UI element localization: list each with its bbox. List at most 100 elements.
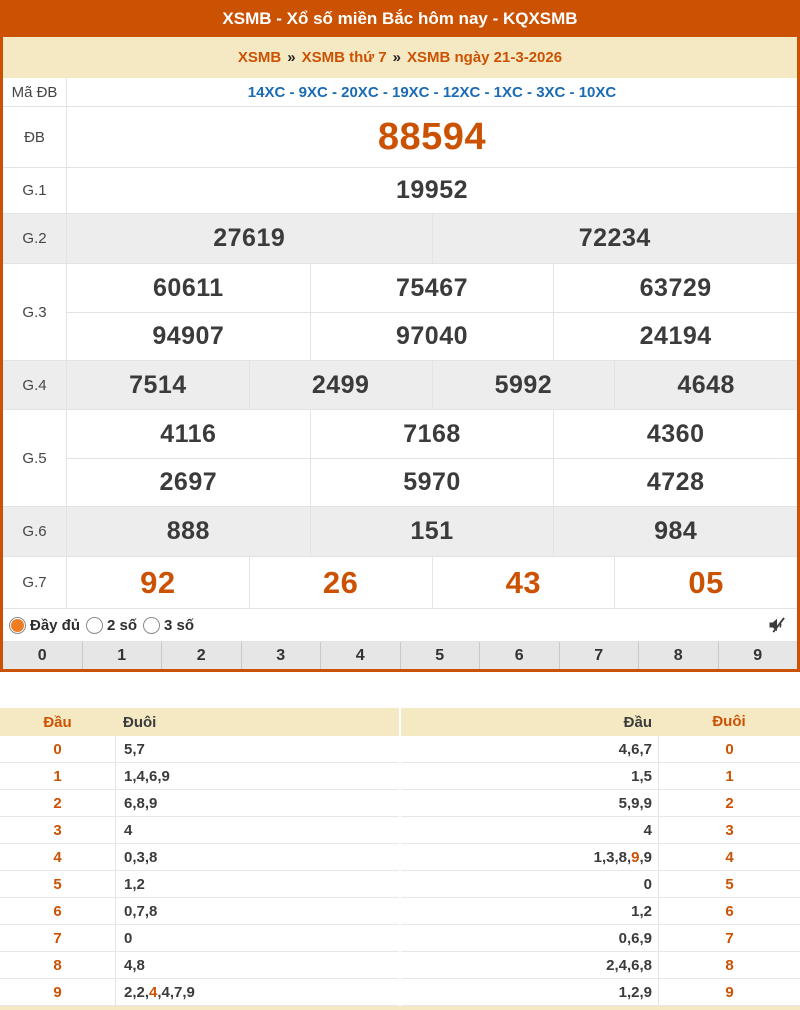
- prize-number: 92: [140, 564, 176, 600]
- prize-line: 92 26 43 05: [67, 557, 797, 608]
- prize-number: 984: [553, 507, 797, 556]
- loto-values: 5,7: [115, 736, 399, 762]
- loto-value-part: ,4,7,9: [157, 983, 195, 1001]
- prize-row-content: 4116 7168 4360 2697 5970 4728: [67, 410, 797, 506]
- loto-value-part: 6,8,9: [124, 794, 158, 812]
- prize-number: 4360: [553, 410, 797, 458]
- loto-header: Đầu Đuôi: [0, 708, 399, 736]
- digit-strip-cell: 0: [37, 647, 47, 664]
- special-code-value[interactable]: 14XC - 9XC - 20XC - 19XC - 12XC - 1XC - …: [247, 83, 617, 101]
- digit-strip-cell: 5: [399, 642, 480, 669]
- view-option[interactable]: 2 số: [86, 616, 138, 634]
- loto-values: 2,4,6,8: [401, 952, 658, 978]
- loto-value-part: 1,2,9: [618, 983, 652, 1001]
- prize-row-db: ĐB 88594: [3, 106, 797, 167]
- view-option-label: 2 số: [107, 616, 138, 634]
- loto-digit: 4: [53, 848, 62, 866]
- loto-row: 1 1,4,6,9: [0, 763, 399, 790]
- prize-row-label: ĐB: [3, 107, 67, 167]
- loto-table-divider: [399, 708, 401, 1006]
- loto-values: 0: [401, 871, 658, 897]
- prize-row-content: 92 26 43 05: [67, 557, 797, 608]
- loto-digit: 8: [658, 952, 800, 978]
- radio-icon[interactable]: [143, 616, 161, 634]
- loto-digit: 3: [53, 821, 62, 839]
- loto-values: 0,7,8: [115, 898, 399, 924]
- prize-number: 4116: [160, 419, 217, 448]
- loto-header: Đầu Đuôi: [401, 708, 800, 736]
- loto-values: 4,6,7: [401, 736, 658, 762]
- loto-values: 1,2: [401, 898, 658, 924]
- prize-row-g3: G.3 60611 75467 63729 94907 97040 24194: [3, 263, 797, 360]
- loto-digit: 8: [53, 956, 62, 974]
- digit-strip-cell: 9: [717, 642, 798, 669]
- prize-number: 97040: [309, 313, 554, 360]
- prize-number: 4728: [553, 459, 797, 506]
- loto-table-right: Đầu Đuôi 4,6,7 0 1,5 1 5,9,9 2 4 3 1,3,8, 9,9 4 0 5 1,2…: [401, 708, 800, 1006]
- loto-value-part: ,9: [639, 848, 652, 866]
- loto-values: 1,4,6,9: [115, 763, 399, 789]
- loto-row: 1,5 1: [401, 763, 800, 790]
- prize-row-label: G.7: [3, 557, 67, 608]
- prize-number: 7514: [129, 370, 187, 399]
- view-options-row: Đầy đủ 2 số 3 số: [3, 608, 797, 641]
- loto-row: 5,9,9 2: [401, 790, 800, 817]
- prize-row-content: 88594: [67, 107, 797, 167]
- loto-digit: 0: [53, 740, 62, 758]
- digit-strip-cell: 2: [161, 642, 241, 669]
- prize-row-g5: G.5 4116 7168 4360 2697 5970 4728: [3, 409, 797, 506]
- radio-icon[interactable]: [86, 616, 104, 634]
- radio-icon[interactable]: [9, 616, 26, 634]
- loto-value-part: 4,6,7: [618, 740, 652, 758]
- breadcrumb-link[interactable]: XSMB: [237, 49, 282, 66]
- loto-row: 1,2,9 9: [401, 979, 800, 1006]
- prize-number: 2697: [159, 468, 218, 496]
- breadcrumb-link[interactable]: XSMB thứ 7: [301, 49, 387, 66]
- loto-digit: 9: [53, 983, 62, 1001]
- prize-number: 5992: [431, 361, 615, 409]
- prize-line: 60611 75467 63729: [67, 264, 797, 312]
- loto-values: 1,2: [115, 871, 399, 897]
- prize-number: 94907: [152, 322, 225, 350]
- loto-row: 4,6,7 0: [401, 736, 800, 763]
- loto-digit: 4: [658, 844, 800, 870]
- loto-header-duoi: Đuôi: [712, 713, 746, 730]
- prize-row-g1: G.1 19952: [3, 167, 797, 213]
- prize-row-g4: G.4 7514 2499 5992 4648: [3, 360, 797, 409]
- loto-values: 0: [115, 925, 399, 951]
- loto-value-part: 5,9,9: [618, 794, 652, 812]
- prize-number: 88594: [377, 115, 487, 158]
- loto-header-duoi: Đuôi: [123, 713, 157, 731]
- prize-row-g2: G.2 27619 72234: [3, 213, 797, 263]
- loto-row: 2 6,8,9: [0, 790, 399, 817]
- view-option[interactable]: Đầy đủ: [9, 616, 81, 634]
- prize-row-g6: G.6 888 151 984: [3, 506, 797, 556]
- prize-line: 94907 97040 24194: [67, 312, 797, 360]
- breadcrumb: XSMB » XSMB thứ 7 » XSMB ngày 21-3-2026: [3, 37, 797, 78]
- loto-row: 8 4,8: [0, 952, 399, 979]
- loto-values: 4,8: [115, 952, 399, 978]
- loto-value-part: 5,7: [124, 740, 145, 758]
- loto-values: 5,9,9: [401, 790, 658, 816]
- prize-number: 72234: [431, 214, 798, 263]
- loto-value-part: 4: [124, 821, 133, 839]
- loto-value-part: 0,6,9: [618, 929, 652, 947]
- loto-row: 1,2 6: [401, 898, 800, 925]
- loto-values: 1,3,8, 9,9: [401, 844, 658, 870]
- view-option-label: Đầy đủ: [30, 616, 81, 634]
- loto-value-part: 1,3,8,: [593, 848, 632, 866]
- loto-row: 0 5,7: [0, 736, 399, 763]
- view-option[interactable]: 3 số: [143, 616, 194, 634]
- prize-number: 19952: [395, 176, 469, 204]
- prize-row-content: 19952: [67, 168, 797, 213]
- loto-value-part: 9: [631, 848, 640, 866]
- breadcrumb-link[interactable]: XSMB ngày 21-3-2026: [407, 49, 563, 66]
- loto-value-part: 1,5: [631, 767, 652, 785]
- prize-row-content: 27619 72234: [67, 214, 797, 263]
- loto-values: 4: [401, 817, 658, 843]
- muted-speaker-icon[interactable]: [767, 615, 787, 635]
- loto-values: 0,3,8: [115, 844, 399, 870]
- loto-row: 9 2,2, 4,4,7,9: [0, 979, 399, 1006]
